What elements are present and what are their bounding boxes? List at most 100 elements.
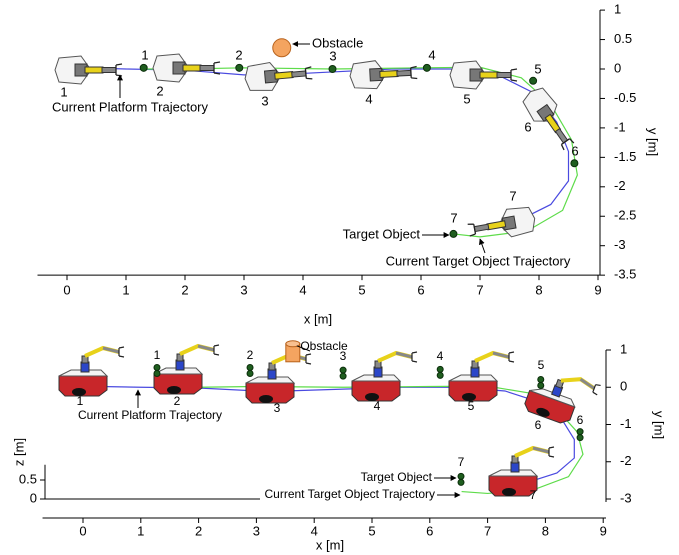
z-tick-label: 0.5 <box>19 471 37 486</box>
target-label: 4 <box>437 349 444 363</box>
target-point <box>247 365 253 371</box>
annotation: Current Target Object Trajectory <box>264 487 435 501</box>
target-point <box>340 367 346 373</box>
robot-gripper <box>214 345 219 355</box>
y-tick-label: -1 <box>620 416 632 431</box>
annotation: Target Object <box>361 470 433 484</box>
robot-arm <box>480 72 498 78</box>
robot-wheel <box>167 386 181 394</box>
target-point <box>577 429 583 435</box>
robot-label: 3 <box>261 93 268 108</box>
robot-arm <box>103 348 119 352</box>
robot-arm <box>474 224 489 231</box>
x-tick-label: 8 <box>535 283 542 298</box>
robot-gripper <box>412 352 417 362</box>
robot-label: 6 <box>535 418 542 432</box>
robot-arm <box>275 72 293 80</box>
x-tick-label: 1 <box>137 523 144 538</box>
target-label: 2 <box>247 348 254 362</box>
robot <box>489 447 554 496</box>
annotation: Current Target Object Trajectory <box>386 253 571 268</box>
robot-gripper <box>306 354 311 364</box>
x-tick-label: 5 <box>368 523 375 538</box>
figure: 012345678910.50-0.5-1-1.5-2-2.5-3-3.5x [… <box>0 0 679 555</box>
target-label: 5 <box>534 61 541 76</box>
robot-arm <box>292 71 306 77</box>
y-tick-label: -3 <box>620 490 632 505</box>
robot-label: 2 <box>156 83 163 98</box>
x-tick-label: 2 <box>195 523 202 538</box>
x-tick-label: 8 <box>542 523 549 538</box>
x-tick-label: 0 <box>63 283 70 298</box>
target-label: 6 <box>577 413 584 427</box>
robot-label: 7 <box>509 188 516 203</box>
x-tick-label: 7 <box>484 523 491 538</box>
robot <box>153 54 220 82</box>
target-point <box>423 64 430 71</box>
target-point <box>154 365 160 371</box>
robot-label: 4 <box>365 91 372 106</box>
y-tick-label: 1 <box>614 2 621 17</box>
annotation: Target Object <box>343 226 421 241</box>
x-tick-label: 6 <box>417 283 424 298</box>
robot-arm <box>183 65 201 71</box>
obstacle <box>273 39 291 57</box>
x-tick-label: 1 <box>122 283 129 298</box>
y-tick-label: 0 <box>614 60 621 75</box>
robot <box>55 56 122 84</box>
target-point-shadow <box>340 373 346 379</box>
robot-label: 6 <box>524 119 531 134</box>
target-label: 2 <box>235 47 242 62</box>
robot-arm <box>533 448 549 452</box>
target-point-shadow <box>458 479 464 485</box>
x-tick-label: 4 <box>311 523 318 538</box>
target-point <box>437 366 443 372</box>
y-tick-label: -3 <box>614 237 626 252</box>
robot-label: 1 <box>77 394 84 408</box>
robot <box>449 352 514 401</box>
annotation-arrow <box>480 239 485 253</box>
robot-gripper <box>116 64 122 76</box>
target-point <box>530 77 537 84</box>
annotation: Current Platform Trajectory <box>52 99 209 114</box>
x-tick-label: 3 <box>253 523 260 538</box>
robot <box>246 354 311 403</box>
page: {"chart_data": [ {"type": "line", "xlabe… <box>0 0 679 555</box>
robot <box>466 205 537 244</box>
y-tick-label: 1 <box>620 341 627 356</box>
robot-label: 1 <box>60 84 67 99</box>
x-tick-label: 9 <box>594 283 601 298</box>
robot-arm <box>102 68 116 73</box>
target-point-shadow <box>154 371 160 377</box>
robot-arm <box>493 353 509 357</box>
y-tick-label: 0 <box>620 379 627 394</box>
target-point-shadow <box>577 435 583 441</box>
y-tick-label: -2 <box>614 178 626 193</box>
x-axis-label: x [m] <box>316 537 344 552</box>
robot-arm <box>579 379 595 388</box>
z-tick-label: 0 <box>30 490 37 505</box>
robot <box>244 59 313 93</box>
target-point-shadow <box>437 372 443 378</box>
annotation: Obstacle <box>300 339 348 353</box>
robot-label: 7 <box>530 488 537 502</box>
target-label: 7 <box>458 455 465 469</box>
y-axis-label: y [m] <box>652 411 667 439</box>
target-label: 3 <box>329 48 336 63</box>
robot <box>59 347 124 396</box>
annotation: Current Platform Trajectory <box>78 408 222 422</box>
robot-wheel <box>502 488 516 496</box>
target-label: 1 <box>154 348 161 362</box>
robot-arm <box>397 70 411 76</box>
y-tick-label: -1 <box>614 119 626 134</box>
robot-arm <box>380 71 398 78</box>
target-label: 1 <box>141 47 148 62</box>
y-axis-label: y [m] <box>646 128 661 156</box>
x-tick-label: 5 <box>358 283 365 298</box>
annotation: Obstacle <box>312 35 363 50</box>
target-label: 6 <box>571 143 578 158</box>
robot-gripper <box>593 384 601 395</box>
x-tick-label: 3 <box>240 283 247 298</box>
robot-arm <box>561 373 596 392</box>
robot <box>450 61 517 89</box>
